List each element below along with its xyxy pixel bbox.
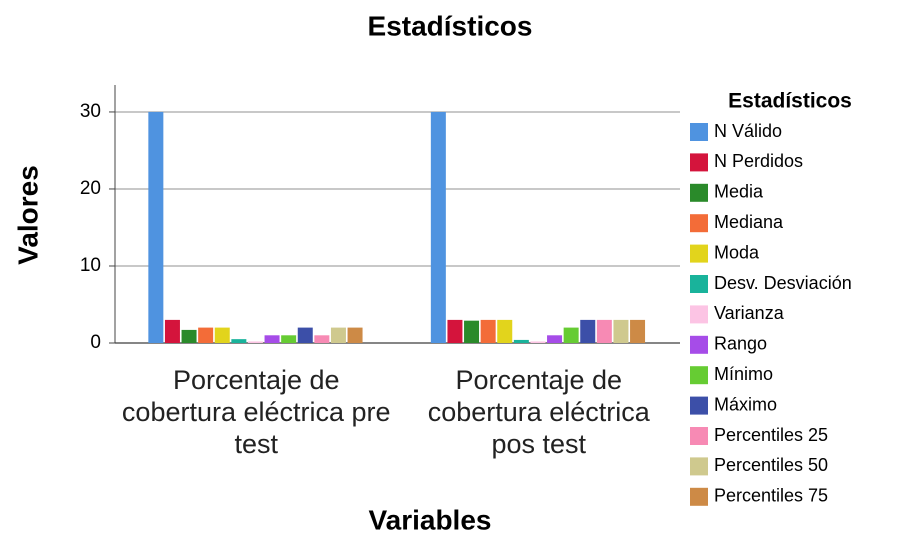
bar [247, 341, 263, 343]
legend-title: Estadísticos [728, 90, 852, 113]
bar [347, 327, 363, 343]
bar [148, 111, 164, 343]
chart-title: Estadísticos [368, 10, 533, 41]
legend-label: Mínimo [714, 364, 773, 384]
bar [547, 335, 563, 343]
y-tick-label: 0 [90, 332, 101, 353]
legend-label: N Válido [714, 121, 782, 141]
legend-label: N Perdidos [714, 151, 803, 171]
legend-swatch [690, 214, 708, 233]
legend-swatch [690, 153, 708, 172]
legend-label: Máximo [714, 394, 777, 414]
bar [281, 335, 297, 343]
bar [231, 339, 247, 343]
bar [530, 341, 546, 343]
legend-label: Desv. Desviación [714, 273, 852, 293]
legend-label: Moda [714, 242, 760, 262]
legend-swatch [690, 457, 708, 476]
bar [497, 319, 513, 343]
legend-label: Percentiles 50 [714, 455, 828, 475]
legend-label: Percentiles 25 [714, 425, 828, 445]
bar [447, 319, 463, 343]
bar [214, 327, 230, 343]
y-axis-label: Valores [12, 165, 43, 265]
bar [198, 327, 214, 343]
y-tick-label: 20 [80, 178, 101, 199]
legend-swatch [690, 335, 708, 354]
bar [181, 329, 197, 343]
bar [630, 319, 646, 343]
legend-swatch [690, 305, 708, 324]
bar [430, 111, 446, 343]
bar [596, 319, 612, 343]
legend-swatch [690, 366, 708, 385]
x-tick-label: Porcentaje de cobertura eléctrica pre te… [121, 365, 391, 459]
bar [330, 327, 346, 343]
legend-swatch [690, 487, 708, 506]
bar [164, 319, 180, 343]
legend-label: Varianza [714, 303, 785, 323]
legend-swatch [690, 427, 708, 445]
bar [613, 319, 629, 343]
legend-label: Rango [714, 334, 767, 354]
y-tick-label: 30 [80, 101, 101, 122]
legend-swatch [690, 396, 708, 415]
legend-label: Percentiles 75 [714, 486, 828, 506]
legend-label: Media [714, 182, 764, 202]
bar [297, 327, 313, 343]
legend-swatch [690, 183, 708, 202]
bar [264, 335, 280, 343]
bar [580, 319, 596, 343]
bar [513, 339, 529, 343]
bar [314, 335, 330, 343]
legend-label: Mediana [714, 212, 784, 232]
bar [464, 320, 480, 343]
bar [563, 327, 579, 343]
legend-swatch [690, 275, 708, 293]
x-tick-label: Porcentaje de cobertura eléctrica pos te… [427, 365, 650, 459]
y-tick-label: 10 [80, 255, 101, 276]
legend-swatch [690, 123, 708, 141]
x-axis-label: Variables [369, 504, 492, 535]
legend-swatch [690, 244, 708, 263]
bar [480, 319, 496, 343]
